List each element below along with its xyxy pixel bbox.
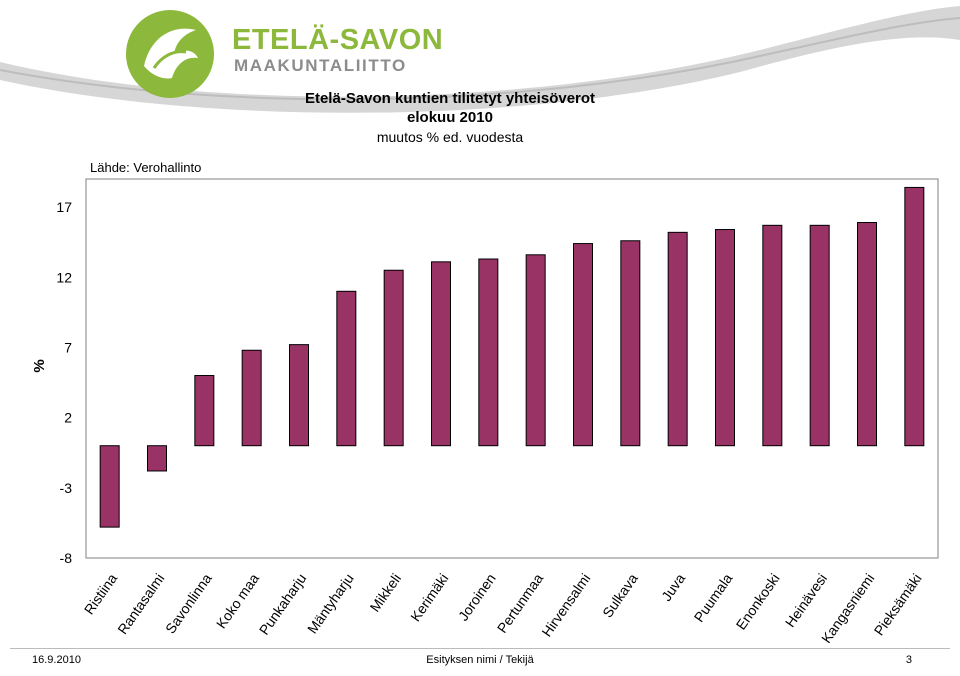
bar [194, 375, 215, 447]
bar [478, 258, 499, 447]
x-category-label: Sulkava [599, 570, 641, 620]
y-axis-label: % [31, 359, 48, 372]
footer-presentation: Esityksen nimi / Tekijä [426, 654, 534, 666]
x-category-label: Joroinen [455, 571, 499, 624]
chart-title-period: elokuu 2010 [407, 109, 493, 126]
plot-area [85, 178, 939, 559]
bar [383, 269, 404, 447]
bar [762, 224, 783, 447]
y-tick-label: -8 [60, 550, 73, 566]
page-number: 3 [905, 654, 912, 666]
chart-title-block: Etelä-Savon kuntien tilitetyt yhteisöver… [240, 90, 660, 145]
y-tick-label: 12 [56, 269, 72, 285]
x-category-label: Juva [658, 570, 688, 604]
bar [525, 254, 546, 447]
x-category-label: Koko maa [213, 570, 262, 631]
x-category-label: Rantasalmi [114, 571, 167, 638]
chart-title: Etelä-Savon kuntien tilitetyt yhteisöver… [304, 90, 596, 107]
bar [809, 224, 830, 447]
footer-date: 16.9.2010 [32, 654, 81, 666]
bar [431, 261, 451, 447]
x-category-label: Kerimäki [407, 571, 451, 625]
bar [667, 231, 688, 447]
bar [241, 349, 262, 447]
bar [289, 344, 309, 447]
x-category-label: Mikkeli [366, 571, 404, 615]
maakuntaliitto-logo-icon [126, 10, 214, 98]
x-category-label: Enonkoski [733, 571, 783, 633]
x-category-label: Ristiina [81, 570, 121, 617]
y-tick-label: 7 [64, 339, 72, 355]
x-category-label: Punkaharju [256, 571, 310, 638]
bar [336, 290, 357, 447]
x-category-label: Mäntyharju [304, 571, 357, 637]
x-category-label: Savonlinna [162, 570, 215, 636]
bar [715, 229, 735, 447]
bar [620, 240, 641, 447]
slide-footer: 16.9.2010 Esityksen nimi / Tekijä 3 [10, 648, 950, 673]
source-note: Lähde: Verohallinto [90, 160, 202, 175]
logo-subtitle: MAAKUNTALIITTO [234, 56, 407, 75]
bar [573, 243, 593, 447]
x-category-label: Heinävesi [782, 571, 830, 631]
x-category-label: Puumala [691, 570, 736, 625]
x-category-label: Hirvensalmi [538, 571, 593, 640]
bar [147, 445, 167, 472]
bar [904, 186, 925, 447]
logo-name: ETELÄ-SAVON [232, 24, 444, 56]
y-tick-label: 17 [56, 199, 72, 215]
bar-chart: -8-3271217%RistiinaRantasalmiSavonlinnaK… [31, 178, 939, 646]
y-tick-label: 2 [64, 410, 72, 426]
bar [99, 445, 120, 528]
y-tick-label: -3 [60, 480, 73, 496]
bar [857, 222, 877, 447]
x-category-label: Pieksämäki [871, 571, 925, 639]
chart-subtitle: muutos % ed. vuodesta [376, 129, 524, 145]
x-category-label: Pertunmaa [494, 570, 547, 635]
